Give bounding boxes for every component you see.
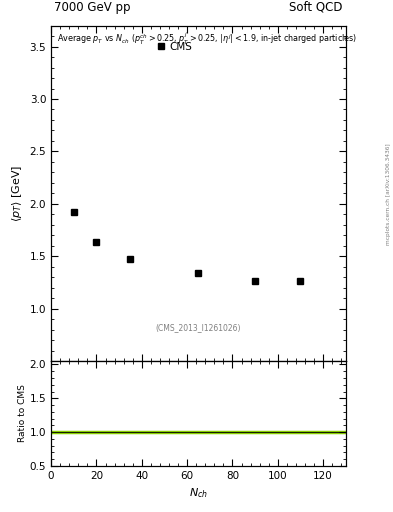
Text: Average $p_T$ vs $N_{ch}$ ($p_T^{ch}>$0.25, $p_T^j>$0.25, $|\eta^j|<$1.9, in-jet: Average $p_T$ vs $N_{ch}$ ($p_T^{ch}>$0.…	[57, 31, 357, 47]
CMS	[128, 257, 133, 263]
Text: Soft QCD: Soft QCD	[289, 1, 343, 14]
CMS	[94, 239, 99, 245]
Y-axis label: Ratio to CMS: Ratio to CMS	[18, 385, 27, 442]
X-axis label: $N_{ch}$: $N_{ch}$	[189, 486, 208, 500]
CMS	[72, 209, 76, 215]
CMS	[298, 279, 303, 285]
Legend: CMS: CMS	[154, 37, 196, 56]
Y-axis label: $\langle p_T \rangle$ [GeV]: $\langle p_T \rangle$ [GeV]	[10, 165, 24, 222]
Text: (CMS_2013_I1261026): (CMS_2013_I1261026)	[156, 323, 241, 332]
CMS	[196, 270, 201, 276]
Text: mcplots.cern.ch [arXiv:1306.3436]: mcplots.cern.ch [arXiv:1306.3436]	[386, 144, 391, 245]
Text: 7000 GeV pp: 7000 GeV pp	[54, 1, 130, 14]
Line: CMS: CMS	[71, 209, 304, 285]
CMS	[253, 279, 257, 285]
